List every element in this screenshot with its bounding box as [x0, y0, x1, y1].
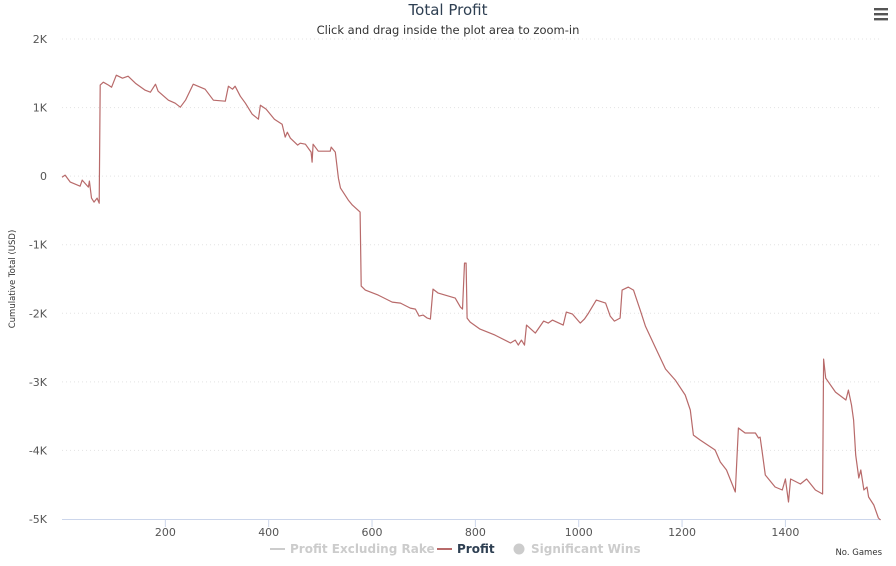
legend: Profit Excluding Rake Profit Significant W…: [270, 542, 641, 556]
y-tick-label: -3K: [29, 376, 48, 389]
y-tick-label: -4K: [29, 444, 48, 457]
chart-title: Total Profit: [408, 1, 488, 19]
x-tick-label: 1400: [771, 526, 799, 539]
chart-subtitle: Click and drag inside the plot area to z…: [317, 23, 580, 37]
y-tick-label: 1K: [33, 102, 48, 115]
x-tick-label: 1200: [668, 526, 696, 539]
x-tick-label: 600: [362, 526, 383, 539]
hamburger-menu-icon[interactable]: [873, 6, 889, 22]
legend-item-profit[interactable]: Profit: [437, 542, 495, 556]
series-line-profit[interactable]: [61, 74, 881, 521]
x-tick-label: 200: [155, 526, 176, 539]
grid: [62, 38, 881, 451]
legend-symbol: [513, 543, 525, 555]
y-axis: 2K 1K 0 -1K -2K -3K -4K -5K: [29, 33, 48, 526]
y-tick-label: 2K: [33, 33, 48, 46]
y-tick-label: -1K: [29, 239, 48, 252]
legend-label: Profit Excluding Rake: [290, 542, 435, 556]
legend-label: Profit: [457, 542, 495, 556]
y-tick-label: -2K: [29, 307, 48, 320]
y-tick-label: -5K: [29, 513, 48, 526]
series-layer: [61, 74, 881, 521]
legend-item-significant-wins[interactable]: Significant Wins: [513, 542, 641, 556]
x-tick-label: 800: [465, 526, 486, 539]
legend-label: Significant Wins: [531, 542, 641, 556]
y-tick-label: 0: [40, 170, 47, 183]
y-axis-title: Cumulative Total (USD): [8, 230, 18, 329]
x-axis: 200 400 600 800 1000 1200 1400: [62, 519, 881, 539]
x-tick-label: 400: [258, 526, 279, 539]
legend-item-profit-excluding-rake[interactable]: Profit Excluding Rake: [270, 542, 435, 556]
x-axis-title: No. Games: [835, 548, 882, 558]
x-tick-label: 1000: [565, 526, 593, 539]
